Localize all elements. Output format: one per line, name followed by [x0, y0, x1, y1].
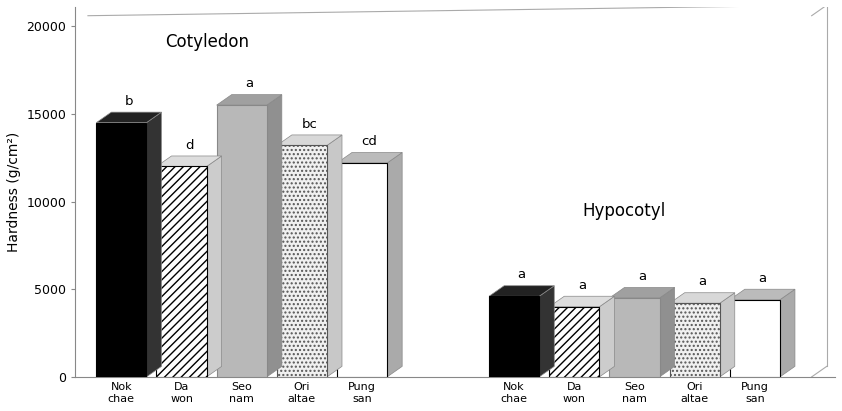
Polygon shape	[277, 135, 342, 145]
Bar	[96, 122, 147, 377]
Polygon shape	[216, 95, 282, 105]
Polygon shape	[539, 286, 554, 377]
Bar	[337, 163, 387, 377]
Polygon shape	[337, 152, 402, 163]
Polygon shape	[147, 112, 162, 377]
Polygon shape	[157, 156, 221, 166]
Bar	[669, 303, 720, 377]
Text: a: a	[698, 275, 706, 289]
Polygon shape	[206, 156, 221, 377]
Text: Cotyledon: Cotyledon	[165, 33, 249, 51]
Bar	[489, 296, 539, 377]
Polygon shape	[327, 135, 342, 377]
Bar	[216, 105, 267, 377]
Bar	[277, 145, 327, 377]
Text: b: b	[125, 95, 133, 108]
Text: a: a	[245, 77, 253, 90]
Polygon shape	[780, 289, 795, 377]
Polygon shape	[659, 287, 674, 377]
Text: cd: cd	[361, 135, 377, 148]
Polygon shape	[669, 293, 735, 303]
Polygon shape	[610, 287, 674, 298]
Polygon shape	[387, 152, 402, 377]
Text: d: d	[184, 139, 194, 152]
Text: a: a	[578, 279, 586, 292]
Text: a: a	[518, 268, 525, 282]
Bar	[157, 166, 206, 377]
Polygon shape	[549, 296, 615, 307]
Text: bc: bc	[301, 118, 317, 131]
Bar	[549, 307, 600, 377]
Y-axis label: Hardness (g/cm²): Hardness (g/cm²)	[7, 132, 21, 252]
Text: a: a	[638, 270, 646, 283]
Polygon shape	[720, 293, 735, 377]
Polygon shape	[489, 286, 554, 296]
Polygon shape	[96, 112, 162, 122]
Text: Hypocotyl: Hypocotyl	[583, 201, 666, 219]
Bar	[730, 300, 780, 377]
Text: a: a	[759, 272, 766, 285]
Polygon shape	[267, 95, 282, 377]
Polygon shape	[600, 296, 615, 377]
Polygon shape	[730, 289, 795, 300]
Bar	[610, 298, 659, 377]
